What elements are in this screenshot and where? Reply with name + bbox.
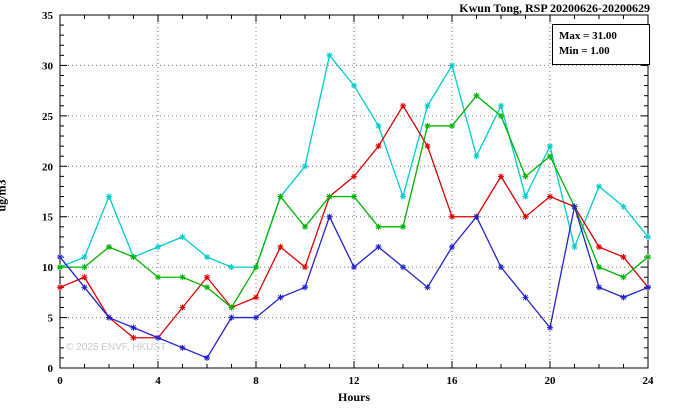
legend-box: Max = 31.00 Min = 1.00 [552, 24, 650, 65]
svg-text:30: 30 [42, 60, 54, 72]
svg-text:4: 4 [155, 375, 161, 387]
svg-text:0: 0 [57, 375, 63, 387]
svg-text:35: 35 [42, 10, 54, 22]
svg-text:24: 24 [643, 375, 655, 387]
y-axis-label: ug/m3 [0, 179, 9, 212]
chart-title: Kwun Tong, RSP 20200626-20200629 [459, 1, 650, 15]
svg-text:20: 20 [42, 161, 54, 173]
svg-text:12: 12 [349, 375, 361, 387]
legend-min-value: Min = 1.00 [559, 45, 610, 58]
legend-max-value: Max = 31.00 [559, 30, 617, 42]
x-axis-label: Hours [337, 390, 370, 404]
svg-text:16: 16 [447, 375, 459, 387]
svg-text:8: 8 [253, 375, 259, 387]
svg-text:15: 15 [42, 212, 54, 224]
svg-text:25: 25 [42, 111, 54, 123]
watermark: © 2025 ENVF, HKUST [66, 342, 167, 353]
svg-text:20: 20 [545, 375, 557, 387]
svg-text:0: 0 [48, 363, 54, 375]
svg-text:10: 10 [42, 262, 54, 274]
svg-text:5: 5 [48, 313, 54, 325]
